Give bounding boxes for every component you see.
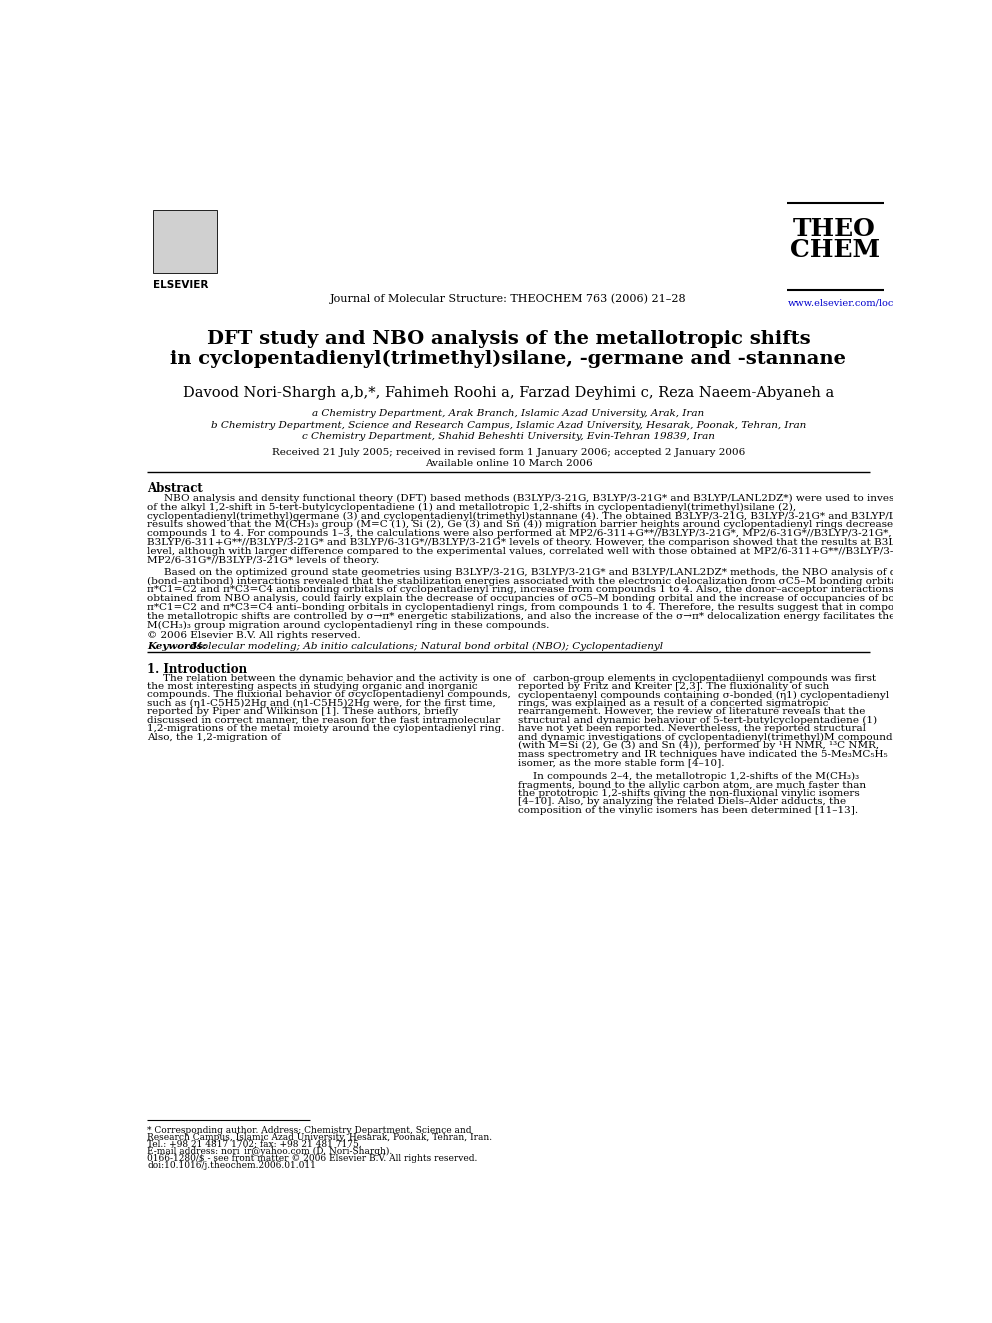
Text: THEO: THEO bbox=[794, 217, 876, 241]
Text: the most interesting aspects in studying organic and inorganic: the most interesting aspects in studying… bbox=[147, 681, 478, 691]
Text: MP2/6-31G*//B3LYP/3-21G* levels of theory.: MP2/6-31G*//B3LYP/3-21G* levels of theor… bbox=[147, 556, 380, 565]
Text: Research Campus, Islamic Azad University, Hesarak, Poonak, Tehran, Iran.: Research Campus, Islamic Azad University… bbox=[147, 1132, 492, 1142]
Text: level, although with larger difference compared to the experimental values, corr: level, although with larger difference c… bbox=[147, 546, 943, 556]
Text: Based on the optimized ground state geometries using B3LYP/3-21G, B3LYP/3-21G* a: Based on the optimized ground state geom… bbox=[165, 568, 972, 577]
Text: CHEM: CHEM bbox=[790, 238, 880, 262]
Text: ELSEVIER: ELSEVIER bbox=[154, 279, 209, 290]
Text: M(CH₃)₃ group migration around cyclopentadienyl ring in these compounds.: M(CH₃)₃ group migration around cyclopent… bbox=[147, 620, 550, 630]
Text: fragments, bound to the allylic carbon atom, are much faster than: fragments, bound to the allylic carbon a… bbox=[518, 781, 866, 790]
Text: have not yet been reported. Nevertheless, the reported structural: have not yet been reported. Nevertheless… bbox=[518, 724, 866, 733]
Text: rearrangement. However, the review of literature reveals that the: rearrangement. However, the review of li… bbox=[518, 708, 865, 716]
Text: such as (η1-C5H5)2Hg and (η1-C5H5)2Hg were, for the first time,: such as (η1-C5H5)2Hg and (η1-C5H5)2Hg we… bbox=[147, 699, 496, 708]
Text: Keywords:: Keywords: bbox=[147, 642, 207, 651]
Text: isomer, as the more stable form [4–10].: isomer, as the more stable form [4–10]. bbox=[518, 758, 724, 767]
Text: 1,2-migrations of the metal moiety around the cylopentadienyl ring.: 1,2-migrations of the metal moiety aroun… bbox=[147, 724, 505, 733]
Text: composition of the vinylic isomers has been determined [11–13].: composition of the vinylic isomers has b… bbox=[518, 806, 858, 815]
Text: Received 21 July 2005; received in revised form 1 January 2006; accepted 2 Janua: Received 21 July 2005; received in revis… bbox=[272, 448, 745, 458]
Text: (with M=Si (2), Ge (3) and Sn (4)), performed by ¹H NMR, ¹³C NMR,: (with M=Si (2), Ge (3) and Sn (4)), perf… bbox=[518, 741, 879, 750]
Text: π*C1=C2 and π*C3=C4 antibonding orbitals of cyclopentadienyl ring, increase from: π*C1=C2 and π*C3=C4 antibonding orbitals… bbox=[147, 585, 912, 594]
Text: compounds. The fluxional behavior of σcyclopentadienyl compounds,: compounds. The fluxional behavior of σcy… bbox=[147, 691, 511, 700]
Text: c Chemistry Department, Shahid Beheshti University, Evin-Tehran 19839, Iran: c Chemistry Department, Shahid Beheshti … bbox=[302, 433, 715, 441]
Text: compounds 1 to 4. For compounds 1–3, the calculations were also performed at MP2: compounds 1 to 4. For compounds 1–3, the… bbox=[147, 529, 892, 538]
Text: 0166-1280/$ - see front matter © 2006 Elsevier B.V. All rights reserved.: 0166-1280/$ - see front matter © 2006 El… bbox=[147, 1155, 477, 1163]
Text: Davood Nori-Shargh a,b,*, Fahimeh Roohi a, Farzad Deyhimi c, Reza Naeem-Abyaneh : Davood Nori-Shargh a,b,*, Fahimeh Roohi … bbox=[183, 386, 834, 400]
Text: 1. Introduction: 1. Introduction bbox=[147, 663, 247, 676]
Text: Tel.: +98 21 4817 1702; fax: +98 21 481 7175.: Tel.: +98 21 4817 1702; fax: +98 21 481 … bbox=[147, 1139, 362, 1148]
Text: the prototropic 1,2-shifts giving the non-fluxional vinylic isomers: the prototropic 1,2-shifts giving the no… bbox=[518, 789, 859, 798]
Text: discussed in correct manner, the reason for the fast intramolecular: discussed in correct manner, the reason … bbox=[147, 716, 501, 725]
Text: mass spectrometry and IR techniques have indicated the 5-Me₃MC₅H₅: mass spectrometry and IR techniques have… bbox=[518, 750, 887, 758]
Text: [4–10]. Also, by analyzing the related Diels–Alder adducts, the: [4–10]. Also, by analyzing the related D… bbox=[518, 798, 846, 807]
Text: Available online 10 March 2006: Available online 10 March 2006 bbox=[425, 459, 592, 468]
Text: www.elsevier.com/locate/theochem: www.elsevier.com/locate/theochem bbox=[789, 299, 962, 308]
Text: (bond–antibond) interactions revealed that the stabilization energies associated: (bond–antibond) interactions revealed th… bbox=[147, 577, 921, 586]
FancyBboxPatch shape bbox=[154, 209, 217, 273]
Text: In compounds 2–4, the metallotropic 1,2-shifts of the M(CH₃)₃: In compounds 2–4, the metallotropic 1,2-… bbox=[534, 773, 859, 781]
Text: Molecular modeling; Ab initio calculations; Natural bond orbital (NBO); Cyclopen: Molecular modeling; Ab initio calculatio… bbox=[187, 642, 663, 651]
Text: a Chemistry Department, Arak Branch, Islamic Azad University, Arak, Iran: a Chemistry Department, Arak Branch, Isl… bbox=[312, 409, 704, 418]
Text: DFT study and NBO analysis of the metallotropic shifts: DFT study and NBO analysis of the metall… bbox=[206, 329, 810, 348]
Text: The relation between the dynamic behavior and the activity is one of: The relation between the dynamic behavio… bbox=[163, 673, 525, 683]
Text: Journal of Molecular Structure: THEOCHEM 763 (2006) 21–28: Journal of Molecular Structure: THEOCHEM… bbox=[330, 294, 686, 304]
Text: E-mail address: nori_ir@yahoo.com (D. Nori-Shargh).: E-mail address: nori_ir@yahoo.com (D. No… bbox=[147, 1147, 393, 1156]
Text: © 2006 Elsevier B.V. All rights reserved.: © 2006 Elsevier B.V. All rights reserved… bbox=[147, 631, 361, 640]
Text: rings, was explained as a result of a concerted sigmatropic: rings, was explained as a result of a co… bbox=[518, 699, 828, 708]
Text: b Chemistry Department, Science and Research Campus, Islamic Azad University, He: b Chemistry Department, Science and Rese… bbox=[210, 421, 806, 430]
Text: in cyclopentadienyl(trimethyl)silane, -germane and -stannane: in cyclopentadienyl(trimethyl)silane, -g… bbox=[171, 349, 846, 368]
Text: NBO analysis and density functional theory (DFT) based methods (B3LYP/3-21G, B3L: NBO analysis and density functional theo… bbox=[165, 493, 992, 503]
Text: reported by Piper and Wilkinson [1]. These authors, briefly: reported by Piper and Wilkinson [1]. The… bbox=[147, 708, 458, 716]
Text: Abstract: Abstract bbox=[147, 482, 203, 495]
Text: carbon-group elements in cyclopentadiienyl compounds was first: carbon-group elements in cyclopentadiien… bbox=[534, 673, 876, 683]
Text: π*C1=C2 and π*C3=C4 anti–bonding orbitals in cyclopentadienyl rings, from compou: π*C1=C2 and π*C3=C4 anti–bonding orbital… bbox=[147, 603, 944, 613]
Text: obtained from NBO analysis, could fairly explain the decrease of occupancies of : obtained from NBO analysis, could fairly… bbox=[147, 594, 906, 603]
Text: B3LYP/6-311+G**//B3LYP/3-21G* and B3LYP/6-31G*//B3LYP/3-21G* levels of theory. H: B3LYP/6-311+G**//B3LYP/3-21G* and B3LYP/… bbox=[147, 538, 949, 546]
Text: Also, the 1,2-migration of: Also, the 1,2-migration of bbox=[147, 733, 281, 742]
Text: cyclopentaenyl compounds containing σ-bonded (η1) cyclopentadienyl: cyclopentaenyl compounds containing σ-bo… bbox=[518, 691, 889, 700]
Text: the metallotropic shifts are controlled by σ→π* energetic stabilizations, and al: the metallotropic shifts are controlled … bbox=[147, 613, 896, 620]
Text: of the alkyl 1,2-shift in 5-tert-butylcyclopentadiene (1) and metallotropic 1,2-: of the alkyl 1,2-shift in 5-tert-butylcy… bbox=[147, 503, 797, 512]
Text: results showed that the M(CH₃)₃ group (M=C (1), Si (2), Ge (3) and Sn (4)) migra: results showed that the M(CH₃)₃ group (M… bbox=[147, 520, 922, 529]
Text: * Corresponding author. Address: Chemistry Department, Science and: * Corresponding author. Address: Chemist… bbox=[147, 1126, 472, 1135]
Text: reported by Fritz and Kreiter [2,3]. The fluxionality of such: reported by Fritz and Kreiter [2,3]. The… bbox=[518, 681, 829, 691]
Text: cyclopentadienyl(trimethyl)germane (3) and cyclopentadienyl(trimethyl)stannane (: cyclopentadienyl(trimethyl)germane (3) a… bbox=[147, 512, 946, 520]
Text: doi:10.1016/j.theochem.2006.01.011: doi:10.1016/j.theochem.2006.01.011 bbox=[147, 1162, 316, 1171]
Text: structural and dynamic behaviour of 5-tert-butylcyclopentadiene (1): structural and dynamic behaviour of 5-te… bbox=[518, 716, 877, 725]
Text: and dynamic investigations of cyclopentadienyl(trimethyl)M compounds: and dynamic investigations of cyclopenta… bbox=[518, 733, 898, 742]
